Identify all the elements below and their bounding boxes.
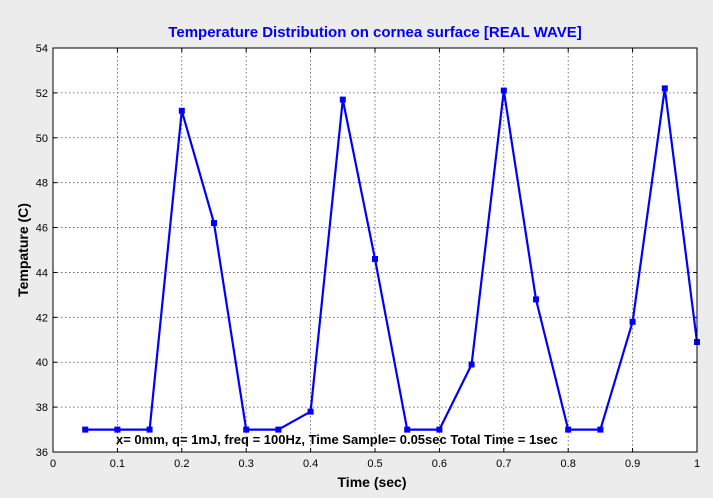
data-point (468, 361, 475, 368)
data-point (372, 256, 378, 262)
data-point (211, 220, 217, 227)
x-tick-label: 0.7 (496, 458, 511, 470)
data-point (597, 426, 604, 433)
y-tick-label: 40 (36, 357, 48, 369)
chart-title: Temperature Distribution on cornea surfa… (168, 24, 581, 41)
data-point (339, 96, 346, 103)
data-point (565, 426, 572, 433)
x-tick-label: 0.3 (239, 458, 254, 470)
x-tick-label: 0.2 (174, 458, 189, 470)
data-point (243, 426, 250, 433)
y-tick-label: 52 (36, 88, 48, 100)
series-line (85, 87, 699, 431)
x-axis-label: Time (sec) (338, 474, 407, 490)
parameter-annotation: x= 0mm, q= 1mJ, freq = 100Hz, Time Sampl… (116, 432, 558, 447)
data-point (178, 107, 185, 114)
x-tick-label: 0.8 (561, 458, 576, 470)
data-point (533, 296, 539, 303)
x-tick-label: 0 (50, 458, 56, 470)
data-point (82, 426, 89, 433)
data-point (661, 85, 668, 92)
data-point (275, 426, 282, 433)
data-point (146, 426, 153, 433)
x-tick-label: 1 (694, 458, 700, 470)
y-tick-label: 44 (36, 267, 48, 279)
y-tick-label: 50 (36, 133, 48, 145)
data-point (114, 426, 121, 433)
y-tick-label: 36 (36, 447, 48, 459)
x-tick-label: 0.5 (367, 458, 382, 470)
axis-ticks: 0 0.1 0.2 0.3 0.4 0.5 0.6 0.7 0.8 0.9 1 36 38 40 42 44 4… (36, 43, 700, 470)
x-tick-label: 0.1 (110, 458, 125, 470)
data-point (436, 426, 443, 433)
data-point (629, 318, 636, 325)
y-tick-label: 46 (36, 223, 48, 235)
y-tick-label: 42 (36, 312, 48, 324)
grid (53, 48, 697, 452)
x-tick-label: 0.4 (303, 458, 318, 470)
data-point (404, 426, 411, 433)
y-tick-label: 38 (36, 402, 48, 414)
y-tick-label: 48 (36, 178, 48, 190)
y-tick-label: 54 (36, 43, 48, 55)
y-axis-label: Tempature (C) (15, 203, 31, 297)
data-point (307, 408, 314, 415)
plot-frame (52, 47, 698, 453)
x-tick-label: 0.9 (625, 458, 640, 470)
x-tick-label: 0.6 (432, 458, 447, 470)
data-point (500, 87, 507, 94)
